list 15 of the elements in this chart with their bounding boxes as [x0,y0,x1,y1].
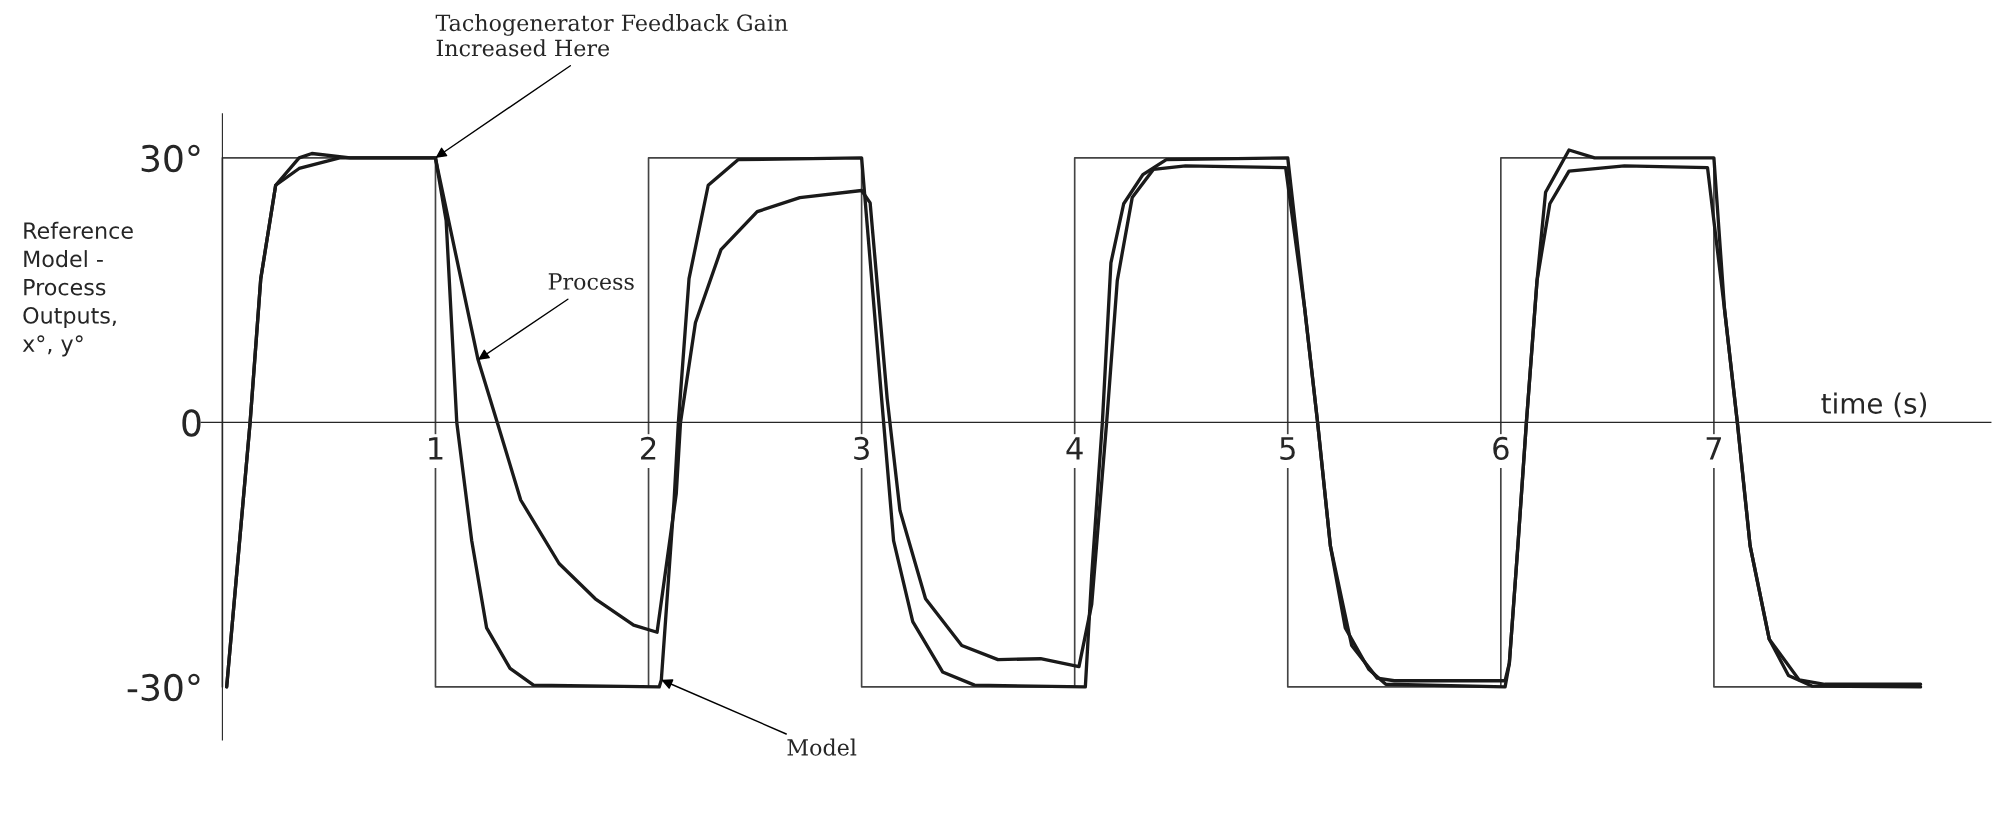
y-tick-label: -30° [127,673,200,702]
y-tick-label: 0 [182,409,201,437]
x-axis-title: time (s) [1821,392,1927,418]
x-tick-label: 1 [429,437,443,460]
x-tick-label: 4 [1066,437,1083,460]
y-axis-title: Reference Model - Process Outputs, x°, y° [22,221,133,357]
x-tick-label: 6 [1493,436,1509,460]
annotation: Model [787,738,857,756]
x-tick-label: 7 [1706,437,1722,460]
y-tick-label: 30° [141,144,200,173]
x-tick-label: 3 [854,436,869,460]
x-tick-label: 2 [641,436,656,460]
x-tick-label: 5 [1280,437,1295,460]
annotation: Process [548,273,634,290]
annotation: Tachogenerator Feedback Gain Increased Here [435,13,788,57]
